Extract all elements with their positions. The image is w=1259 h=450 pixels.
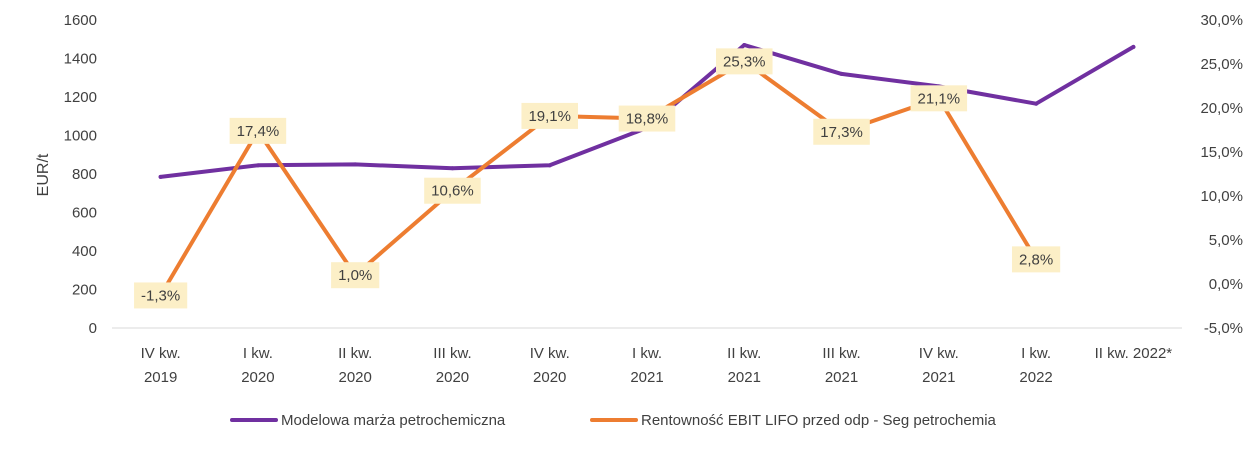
data-point-series-1 xyxy=(450,166,455,171)
data-point-series-1 xyxy=(1131,44,1136,49)
data-label-box xyxy=(618,105,676,132)
data-label: 2,8% xyxy=(1011,246,1061,273)
x-tick-label: I kw. 2021 xyxy=(630,345,663,386)
data-point-series-1 xyxy=(839,71,844,76)
legend-label: Rentowność EBIT LIFO przed odp - Seg pet… xyxy=(641,412,997,429)
data-label-text: 25,3% xyxy=(723,53,766,70)
y-left-tick-label: 1600 xyxy=(64,12,97,29)
data-labels: -1,3% 17,4% 1,0% 10,6% 19,1% 18,8% 25,3% 17,3% 2… xyxy=(134,48,1061,309)
data-label-box xyxy=(715,48,773,75)
legend-item-1: Modelowa marża petrochemiczna xyxy=(230,412,506,429)
data-label-text: 21,1% xyxy=(918,90,961,107)
x-tick-label: IV kw. 2019 xyxy=(141,345,181,386)
data-label-text: 17,3% xyxy=(820,124,863,141)
y-left-tick-label: 400 xyxy=(72,243,97,260)
data-label-text: 1,0% xyxy=(338,267,372,284)
y-right-tick-label: 30,0% xyxy=(1200,12,1243,29)
data-point-series-1 xyxy=(255,163,260,168)
data-point-series-1 xyxy=(353,162,358,167)
x-tick-label: III kw. 2020 xyxy=(433,345,471,386)
data-label-text: 19,1% xyxy=(528,108,571,125)
data-label: 1,0% xyxy=(331,262,380,289)
x-tick-label: II kw. 2022* xyxy=(1095,345,1173,362)
y-right-tick-label: 0,0% xyxy=(1209,276,1243,293)
data-label: -1,3% xyxy=(134,282,188,309)
y-axis-left-ticks: 0 200 400 600 800 1000 1200 1400 1600 xyxy=(64,12,97,337)
data-label-box xyxy=(424,177,481,204)
y-right-tick-label: 20,0% xyxy=(1200,100,1243,117)
x-tick-label: IV kw. 2021 xyxy=(919,345,959,386)
data-point-series-1 xyxy=(158,174,163,179)
data-label-box xyxy=(521,102,579,129)
legend-item-2: Rentowność EBIT LIFO przed odp - Seg pet… xyxy=(590,412,997,429)
y-left-tick-label: 0 xyxy=(89,320,97,337)
data-label-text: 2,8% xyxy=(1019,251,1053,268)
data-label-box xyxy=(229,117,287,144)
x-tick-label: III kw. 2021 xyxy=(822,345,860,386)
data-label-box xyxy=(331,262,380,289)
data-label-box xyxy=(1011,246,1061,273)
x-tick-label: II kw. 2020 xyxy=(338,345,372,386)
y-left-tick-label: 800 xyxy=(72,166,97,183)
data-label-box xyxy=(813,118,870,145)
y-right-tick-label: 10,0% xyxy=(1200,188,1243,205)
x-tick-label: II kw. 2021 xyxy=(727,345,761,386)
y-right-tick-label: 5,0% xyxy=(1209,232,1243,249)
data-label-text: 17,4% xyxy=(237,123,280,140)
series-layer xyxy=(158,43,1136,298)
y-left-tick-label: 1400 xyxy=(64,51,97,68)
data-label: 21,1% xyxy=(910,85,968,112)
y-left-tick-label: 1200 xyxy=(64,89,97,106)
series-line-2 xyxy=(158,59,1039,298)
data-label: 17,3% xyxy=(813,118,870,145)
data-label-box xyxy=(910,85,968,112)
data-label-text: 10,6% xyxy=(431,183,474,200)
data-point-series-1 xyxy=(742,43,747,48)
data-label-text: 18,8% xyxy=(626,111,669,128)
y-right-tick-label: -5,0% xyxy=(1204,320,1243,337)
data-point-series-1 xyxy=(1034,101,1039,106)
data-label: 10,6% xyxy=(424,177,481,204)
data-label: 18,8% xyxy=(618,105,676,132)
y-axis-right-ticks: -5,0% 0,0% 5,0% 10,0% 15,0% 20,0% 25,0% 30,0% xyxy=(1200,12,1243,337)
data-label: 17,4% xyxy=(229,117,287,144)
legend-label: Modelowa marża petrochemiczna xyxy=(281,412,506,429)
x-axis-ticks: IV kw. 2019 I kw. 2020 II kw. 2020 III kw. 2020… xyxy=(141,345,1173,386)
data-point-series-1 xyxy=(547,163,552,168)
y-axis-title: EUR/t xyxy=(35,153,52,196)
x-tick-label: I kw. 2022 xyxy=(1019,345,1052,386)
y-right-tick-label: 15,0% xyxy=(1200,144,1243,161)
data-label: 19,1% xyxy=(521,102,579,129)
data-label-box xyxy=(134,282,188,309)
legend: Modelowa marża petrochemiczna Rentowność … xyxy=(230,412,997,429)
data-label: 25,3% xyxy=(715,48,773,75)
y-left-tick-label: 200 xyxy=(72,282,97,299)
y-left-tick-label: 600 xyxy=(72,205,97,222)
data-label-text: -1,3% xyxy=(141,287,180,304)
y-right-tick-label: 25,0% xyxy=(1200,56,1243,73)
y-left-tick-label: 1000 xyxy=(64,128,97,145)
x-tick-label: IV kw. 2020 xyxy=(530,345,570,386)
x-tick-label: I kw. 2020 xyxy=(241,345,274,386)
